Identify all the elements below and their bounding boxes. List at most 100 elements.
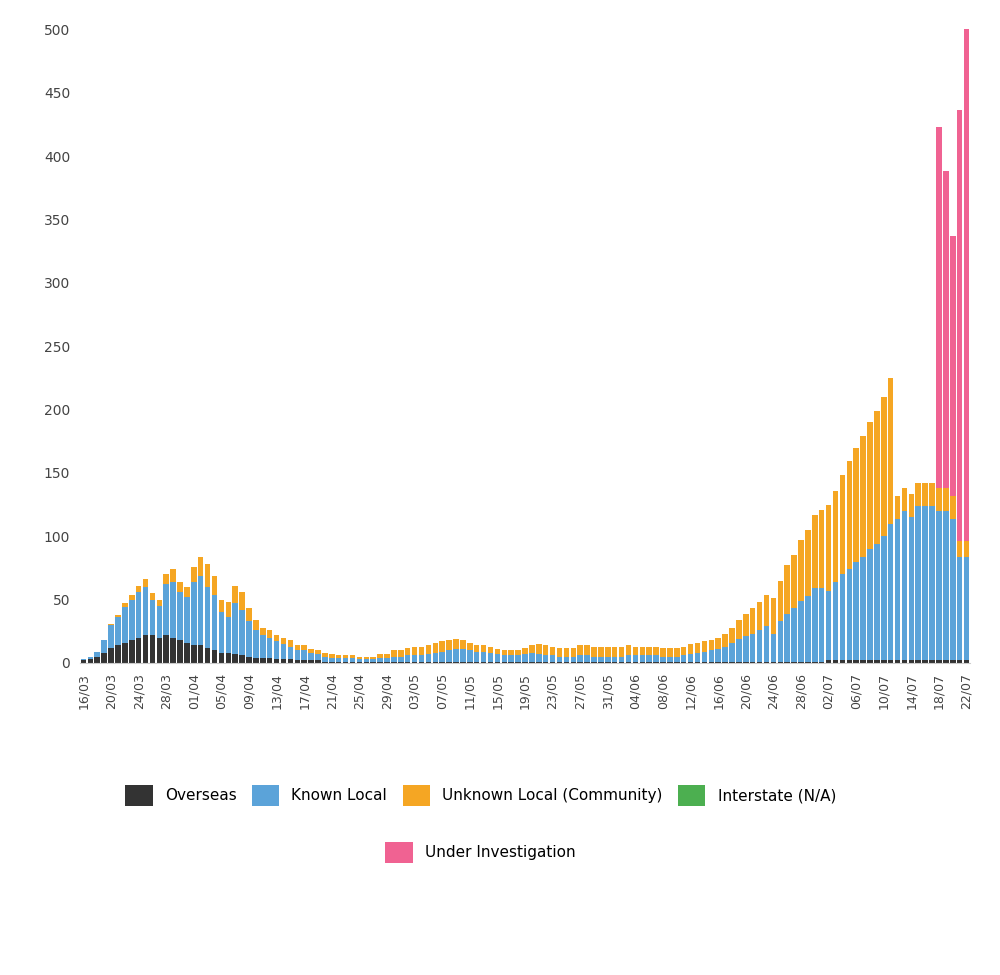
Bar <box>426 654 431 662</box>
Bar <box>626 645 631 655</box>
Bar <box>467 662 473 663</box>
Bar <box>474 662 479 663</box>
Bar <box>819 588 824 662</box>
Bar <box>433 653 438 662</box>
Bar <box>329 654 335 658</box>
Bar <box>439 651 445 662</box>
Bar <box>950 660 956 663</box>
Bar <box>543 645 548 655</box>
Bar <box>198 575 203 645</box>
Bar <box>681 662 686 663</box>
Bar <box>350 658 355 662</box>
Bar <box>619 662 624 663</box>
Bar <box>481 645 486 651</box>
Bar <box>398 657 404 662</box>
Bar <box>591 662 597 663</box>
Bar <box>943 488 949 511</box>
Bar <box>502 655 507 662</box>
Bar <box>453 662 459 663</box>
Bar <box>695 653 700 662</box>
Bar <box>626 662 631 663</box>
Bar <box>564 662 569 663</box>
Bar <box>391 657 397 662</box>
Bar <box>888 660 893 663</box>
Bar <box>467 650 473 662</box>
Bar <box>122 643 128 663</box>
Bar <box>522 662 528 663</box>
Bar <box>412 646 417 655</box>
Bar <box>743 613 749 637</box>
Bar <box>819 662 824 663</box>
Bar <box>929 660 935 663</box>
Bar <box>653 646 659 655</box>
Bar <box>557 647 562 657</box>
Bar <box>612 646 617 657</box>
Bar <box>895 660 900 663</box>
Bar <box>281 638 286 644</box>
Bar <box>212 650 217 663</box>
Bar <box>964 541 969 557</box>
Bar <box>750 634 755 662</box>
Bar <box>508 662 514 663</box>
Bar <box>564 657 569 662</box>
Bar <box>778 662 783 663</box>
Bar <box>239 609 245 655</box>
Bar <box>909 494 914 517</box>
Bar <box>722 646 728 662</box>
Bar <box>343 662 348 663</box>
Bar <box>336 655 341 658</box>
Bar <box>81 660 86 663</box>
Bar <box>170 638 176 663</box>
Bar <box>909 517 914 660</box>
Bar <box>847 569 852 660</box>
Bar <box>136 592 141 638</box>
Bar <box>295 645 300 650</box>
Bar <box>370 662 376 663</box>
Bar <box>495 654 500 662</box>
Bar <box>350 655 355 658</box>
Bar <box>557 657 562 662</box>
Bar <box>743 662 749 663</box>
Bar <box>550 655 555 662</box>
Bar <box>377 658 383 662</box>
Bar <box>364 659 369 662</box>
Bar <box>219 600 224 612</box>
Bar <box>88 657 93 659</box>
Bar <box>598 657 604 662</box>
Bar <box>778 621 783 662</box>
Bar <box>646 646 652 655</box>
Bar <box>357 659 362 662</box>
Bar <box>267 630 272 638</box>
Bar <box>812 588 818 662</box>
Bar <box>826 591 831 660</box>
Bar <box>736 620 742 639</box>
Bar <box>895 519 900 660</box>
Bar <box>702 662 707 663</box>
Bar <box>301 650 307 660</box>
Bar <box>150 593 155 600</box>
Bar <box>681 655 686 662</box>
Bar <box>350 662 355 663</box>
Bar <box>315 650 321 654</box>
Bar <box>274 659 279 663</box>
Bar <box>398 650 404 657</box>
Bar <box>667 647 673 657</box>
Bar <box>157 638 162 663</box>
Bar <box>805 662 811 663</box>
Bar <box>122 604 128 607</box>
Bar <box>957 660 962 663</box>
Bar <box>281 644 286 659</box>
Bar <box>736 662 742 663</box>
Bar <box>253 620 259 630</box>
Bar <box>239 655 245 663</box>
Bar <box>260 635 266 658</box>
Bar <box>633 662 638 663</box>
Bar <box>571 657 576 662</box>
Bar <box>239 592 245 609</box>
Bar <box>267 658 272 663</box>
Bar <box>508 655 514 662</box>
Bar <box>743 637 749 662</box>
Bar <box>150 635 155 663</box>
Bar <box>453 649 459 662</box>
Bar <box>357 662 362 663</box>
